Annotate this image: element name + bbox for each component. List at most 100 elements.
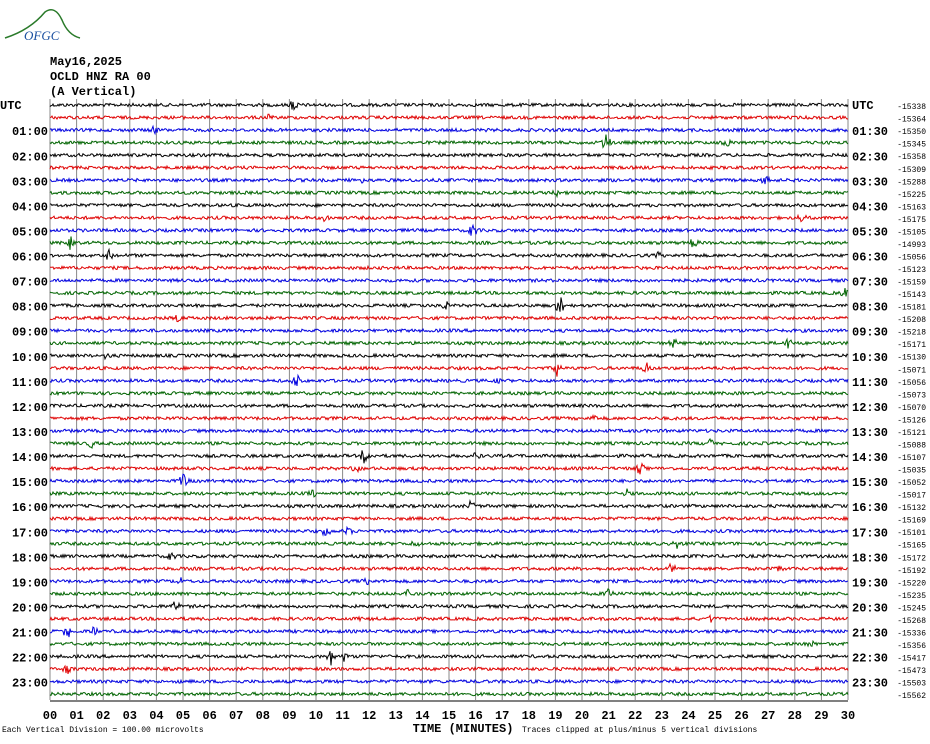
right-time-label: 23:30 [852, 677, 888, 691]
x-tick-label: 09 [282, 709, 296, 723]
left-time-label: 03:00 [12, 175, 48, 189]
trace [49, 297, 849, 312]
trace [49, 690, 849, 697]
left-time-label: 13:00 [12, 426, 48, 440]
right-time-label: 08:30 [852, 301, 888, 315]
trace-offset: -15350 [897, 128, 926, 137]
trace [49, 499, 849, 510]
trace [49, 247, 849, 260]
left-time-label: 11:00 [12, 376, 48, 390]
x-tick-label: 15 [442, 709, 456, 723]
x-tick-label: 03 [123, 709, 137, 723]
left-time-label: 19:00 [12, 576, 48, 590]
trace [49, 124, 849, 136]
trace-offset: -15245 [897, 604, 926, 613]
trace-offset: -15105 [897, 228, 926, 237]
x-tick-label: 17 [495, 709, 509, 723]
station: OCLD HNZ RA 00 [50, 70, 151, 84]
right-time-label: 03:30 [852, 175, 888, 189]
x-axis-label: TIME (MINUTES) [413, 722, 514, 736]
left-time-label: 10:00 [12, 351, 48, 365]
left-time-label: 21:00 [12, 627, 48, 641]
trace [49, 164, 849, 171]
trace-offset: -15143 [897, 291, 926, 300]
trace-offset: -15175 [897, 216, 926, 225]
trace [49, 236, 849, 250]
trace-offset: -15171 [897, 341, 926, 350]
trace [50, 626, 849, 638]
trace [49, 437, 849, 450]
trace-offset: -15056 [897, 253, 926, 262]
clip-note: Traces clipped at plus/minus 5 vertical … [522, 726, 757, 735]
x-tick-label: 05 [176, 709, 190, 723]
right-time-label: 14:30 [852, 451, 888, 465]
left-time-label: 09:00 [12, 326, 48, 340]
trace [49, 678, 849, 685]
x-tick-label: 21 [601, 709, 615, 723]
trace [49, 288, 849, 297]
trace [49, 414, 848, 422]
x-tick-label: 08 [256, 709, 270, 723]
trace [49, 551, 849, 561]
left-time-label: 05:00 [12, 225, 48, 239]
trace-offset: -15235 [897, 592, 926, 601]
right-time-label: 20:30 [852, 601, 888, 615]
trace [49, 525, 849, 537]
trace [49, 175, 849, 185]
trace [49, 101, 849, 111]
trace [49, 601, 849, 611]
trace-offset: -15268 [897, 617, 926, 626]
trace [49, 314, 849, 323]
trace-offset: -15056 [897, 379, 926, 388]
trace [49, 462, 849, 475]
left-time-label: 18:00 [12, 551, 48, 565]
trace-offset: -15163 [897, 203, 926, 212]
x-tick-label: 26 [734, 709, 748, 723]
trace [49, 562, 849, 573]
right-time-label: 09:30 [852, 326, 888, 340]
trace [49, 152, 849, 159]
right-time-label: 22:30 [852, 652, 888, 666]
trace-offset: -15126 [897, 416, 926, 425]
x-tick-label: 00 [43, 709, 57, 723]
logo-curve [4, 9, 81, 39]
trace-offset: -15309 [897, 166, 926, 175]
trace-offset: -15107 [897, 454, 926, 463]
x-tick-label: 22 [628, 709, 642, 723]
trace-offset: -15181 [897, 304, 926, 313]
trace-offset: -15121 [897, 429, 926, 438]
trace-offset: -15503 [897, 680, 926, 689]
x-tick-label: 11 [335, 709, 349, 723]
x-tick-label: 23 [655, 709, 669, 723]
x-tick-label: 06 [202, 709, 216, 723]
date: May16,2025 [50, 55, 122, 69]
trace [49, 337, 849, 349]
left-time-label: UTC [0, 99, 22, 113]
scale-note: Each Vertical Division = 100.00 microvol… [2, 726, 204, 735]
trace [49, 390, 849, 397]
trace [49, 651, 849, 666]
trace-offset: -15172 [897, 554, 926, 563]
x-tick-label: 07 [229, 709, 243, 723]
trace [49, 473, 849, 487]
right-time-label: 12:30 [852, 401, 888, 415]
right-time-label: 21:30 [852, 627, 888, 641]
x-tick-label: 27 [761, 709, 775, 723]
left-time-label: 02:00 [12, 150, 48, 164]
trace-offset: -15165 [897, 542, 926, 551]
left-time-label: 17:00 [12, 526, 48, 540]
component: (A Vertical) [50, 85, 136, 99]
trace [49, 213, 849, 223]
right-time-label: 01:30 [852, 125, 888, 139]
x-tick-label: 02 [96, 709, 110, 723]
right-time-label: 05:30 [852, 225, 888, 239]
x-tick-label: 01 [69, 709, 83, 723]
trace [49, 488, 849, 498]
trace-offset: -15336 [897, 629, 926, 638]
trace [50, 264, 849, 271]
trace-offset: -15101 [897, 529, 926, 538]
trace [49, 113, 849, 121]
trace-offset: -15192 [897, 567, 926, 576]
x-tick-label: 12 [362, 709, 376, 723]
left-time-label: 23:00 [12, 677, 48, 691]
